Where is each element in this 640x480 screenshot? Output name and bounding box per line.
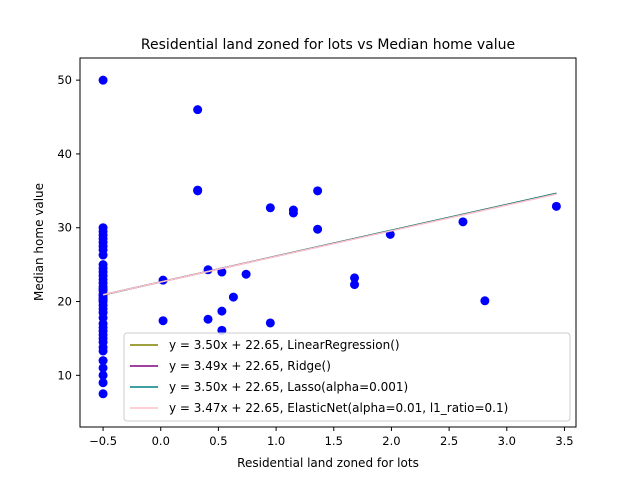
plot-frame xyxy=(79,57,577,428)
data-point xyxy=(193,186,203,196)
data-point xyxy=(158,316,168,326)
x-tick-label: 3.5 xyxy=(555,434,573,448)
y-axis-ticks: 10 20 30 40 50 xyxy=(57,73,80,382)
x-tick-label: 1.0 xyxy=(267,434,285,448)
y-tick-label: 40 xyxy=(57,147,72,161)
x-tick-label: 2.5 xyxy=(440,434,458,448)
y-tick-label: 30 xyxy=(57,221,72,235)
x-tick-label: 2.0 xyxy=(382,434,400,448)
y-tick-label: 10 xyxy=(57,368,72,382)
data-point xyxy=(458,217,468,227)
data-point xyxy=(313,186,323,196)
data-point xyxy=(193,105,203,115)
data-point xyxy=(217,306,227,316)
data-point xyxy=(98,250,108,260)
data-point xyxy=(98,356,108,366)
y-axis-label: Median home value xyxy=(32,183,46,301)
data-point xyxy=(98,389,108,399)
data-point xyxy=(98,370,108,380)
data-point xyxy=(98,346,108,356)
data-point xyxy=(551,201,561,211)
data-point xyxy=(228,292,238,302)
data-point xyxy=(203,265,213,275)
chart-title: Residential land zoned for lots vs Media… xyxy=(141,37,515,53)
x-tick-label: 1.5 xyxy=(325,434,343,448)
x-tick-label: 0.0 xyxy=(152,434,170,448)
scatter-points xyxy=(98,75,561,399)
y-tick-label: 50 xyxy=(57,73,72,87)
data-point xyxy=(98,363,108,373)
x-tick-label: 0.5 xyxy=(209,434,227,448)
x-tick-label: −0.5 xyxy=(89,434,117,448)
x-tick-label: 3.0 xyxy=(498,434,516,448)
regression-lines xyxy=(102,192,557,296)
legend-box xyxy=(123,332,571,422)
legend: y = 3.50x + 22.65, LinearRegression() y =… xyxy=(123,332,571,422)
data-point xyxy=(313,224,323,234)
data-point xyxy=(241,269,251,279)
data-point xyxy=(480,296,490,306)
data-point xyxy=(217,267,227,277)
data-point xyxy=(98,378,108,388)
legend-label-2: y = 3.50x + 22.65, Lasso(alpha=0.001) xyxy=(169,380,408,394)
data-point xyxy=(288,208,298,218)
data-point xyxy=(265,318,275,328)
legend-label-1: y = 3.49x + 22.65, Ridge() xyxy=(169,359,331,373)
x-axis-label: Residential land zoned for lots xyxy=(237,456,419,470)
data-point xyxy=(98,75,108,85)
x-axis-ticks: −0.5 0.0 0.5 1.0 1.5 2.0 2.5 3.0 3.5 xyxy=(89,427,574,448)
data-point xyxy=(203,314,213,324)
data-point xyxy=(265,203,275,213)
legend-label-3: y = 3.47x + 22.65, ElasticNet(alpha=0.01… xyxy=(169,401,508,415)
legend-label-0: y = 3.50x + 22.65, LinearRegression() xyxy=(169,338,400,352)
data-point xyxy=(350,280,360,290)
regression-line-3 xyxy=(102,193,557,296)
y-tick-label: 20 xyxy=(57,295,72,309)
data-point xyxy=(350,273,360,283)
